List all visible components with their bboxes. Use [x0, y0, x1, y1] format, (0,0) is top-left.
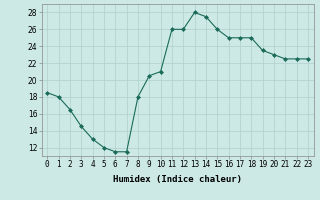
X-axis label: Humidex (Indice chaleur): Humidex (Indice chaleur)	[113, 175, 242, 184]
